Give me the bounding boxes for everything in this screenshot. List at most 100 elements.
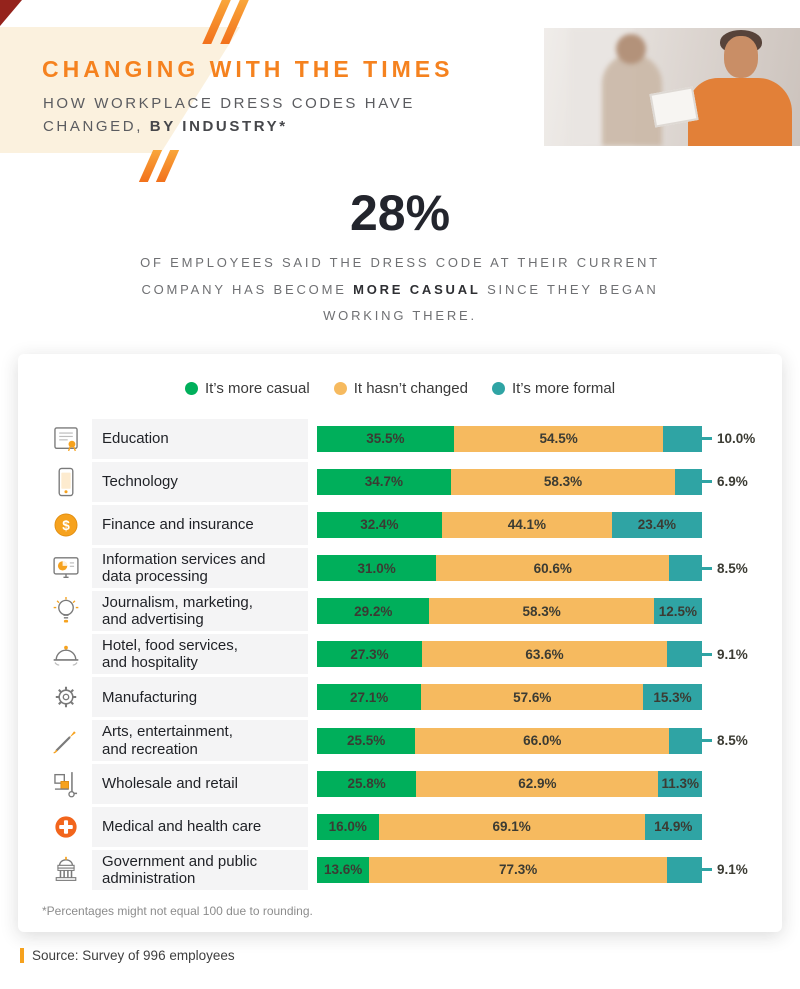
stacked-bar: 31.0% 60.6% [317,555,702,582]
page-subtitle: HOW WORKPLACE DRESS CODES HAVE CHANGED, … [43,92,415,139]
legend-label: It’s more casual [204,379,310,397]
legend-dot [491,381,505,395]
medical-icon [40,807,92,847]
industry-label: Finance and insurance [92,504,308,545]
subtitle-line2: CHANGED, [43,118,143,136]
legend-item: It’s more formal [491,379,616,397]
bar-zone: 34.7% 58.3% 6.9% [308,462,760,502]
legend-item: It’s more casual [184,379,310,397]
stat-value: 28% [349,185,451,241]
bar-segment-unchanged: 58.3% [450,468,676,495]
bar-segment-unchanged: 66.0% [415,727,670,754]
header-photo [544,28,800,146]
stacked-bar: 35.5% 54.5% [317,425,702,452]
photo-person-right-head [724,36,758,78]
bar-segment-unchanged: 77.3% [369,856,667,883]
stacked-bar: 16.0% 69.1% 14.9% [317,813,702,840]
chart-row: Technology 34.7% 58.3% 6.9% [40,461,760,502]
chart-row: Wholesale and retail 25.8% 62.9% 11.3% [40,763,760,804]
bar-segment-casual: 27.1% [317,684,422,711]
formal-tick [702,566,712,570]
bar-segment-formal [669,555,702,582]
bar-zone: 31.0% 60.6% 8.5% [308,548,760,588]
industry-label: Education [92,418,308,459]
legend-dot [333,381,347,395]
chart-row: Education 35.5% 54.5% 10.0% [40,418,760,459]
bar-segment-formal: 12.5% [653,598,702,625]
formal-outside-label: 9.1% [702,862,760,877]
formal-outside-label: 6.9% [702,474,760,489]
photo-person-left-head [616,34,646,64]
chart-row: Medical and health care 16.0% 69.1% 14.9% [40,806,760,847]
chart-row: Journalism, marketing, and advertising 29.… [40,591,760,632]
technology-icon [40,462,92,502]
bar-segment-formal: 11.3% [658,770,702,797]
bar-segment-casual: 25.5% [317,727,416,754]
bar-segment-formal [666,641,702,668]
wholesale-icon [40,764,92,804]
formal-outside-label: 9.1% [702,647,760,662]
bar-segment-formal [675,468,702,495]
bar-segment-formal: 23.4% [611,511,702,538]
stat-line2-prefix: COMPANY HAS BECOME [141,281,354,297]
formal-outside-label: 8.5% [702,561,760,576]
bar-segment-casual: 27.3% [317,641,423,668]
photo-person-right [688,78,792,146]
formal-value: 8.5% [717,733,748,749]
stacked-bar: 25.8% 62.9% 11.3% [317,770,702,797]
chart-row: Hotel, food services, and hospitality 27.3… [40,634,760,675]
source-line: Source: Survey of 996 employees [20,947,800,963]
stat-text: OF EMPLOYEES SAID THE DRESS CODE AT THEI… [0,250,800,330]
chart-row: Manufacturing 27.1% 57.6% 15.3% [40,677,760,718]
stacked-bar: 32.4% 44.1% 23.4% [317,511,702,538]
bar-segment-casual: 13.6% [317,856,370,883]
legend-dot [184,381,198,395]
bar-zone: 25.5% 66.0% 8.5% [308,720,760,760]
bar-segment-formal: 14.9% [644,813,702,840]
legend: It’s more casual It hasn’t changed It’s mo… [40,380,760,397]
bar-segment-unchanged: 57.6% [421,684,644,711]
subtitle-line2-bold: BY INDUSTRY* [149,118,288,136]
bar-segment-unchanged: 44.1% [441,511,612,538]
stat-line1: OF EMPLOYEES SAID THE DRESS CODE AT THEI… [140,255,660,270]
formal-tick [702,652,712,656]
chart-card: It’s more casual It hasn’t changed It’s mo… [18,353,782,932]
bar-segment-unchanged: 58.3% [429,598,654,625]
education-icon [40,419,92,459]
formal-tick [702,739,712,743]
formal-tick [702,437,712,441]
subtitle-line1: HOW WORKPLACE DRESS CODES HAVE [43,95,415,112]
stat-line3: WORKING THERE. [323,308,477,324]
chart-rows: Education 35.5% 54.5% 10.0% Technology 34.7% 5… [40,418,760,890]
bar-zone: 13.6% 77.3% 9.1% [308,850,760,890]
formal-value: 9.1% [717,862,748,878]
legend-label: It’s more formal [511,379,616,397]
bar-zone: 35.5% 54.5% 10.0% [308,419,760,459]
stat-section: 28% OF EMPLOYEES SAID THE DRESS CODE AT … [0,188,800,330]
stat-line2-bold: MORE CASUAL [353,281,481,297]
industry-label: Journalism, marketing, and advertising [92,591,308,632]
bar-segment-unchanged: 60.6% [436,555,670,582]
chart-row: Arts, entertainment, and recreation 25.5% 6… [40,720,760,761]
formal-tick [702,868,712,872]
industry-label: Wholesale and retail [92,763,308,804]
bar-zone: 27.1% 57.6% 15.3% [308,677,760,717]
stacked-bar: 13.6% 77.3% [317,856,702,883]
arts-icon [40,720,92,760]
formal-value: 10.0% [717,431,756,447]
chart-row: $ Finance and insurance 32.4% 44.1% 23.4% [40,504,760,545]
bar-segment-formal [669,727,702,754]
legend-item: It hasn’t changed [333,380,468,397]
stacked-bar: 34.7% 58.3% [317,468,702,495]
stat-line2-suffix: SINCE THEY BEGAN [480,281,659,297]
bar-segment-casual: 31.0% [317,555,437,582]
formal-value: 8.5% [717,560,748,576]
corner-accent [0,0,22,26]
bar-segment-unchanged: 63.6% [422,641,667,668]
industry-label: Medical and health care [92,806,308,847]
formal-tick [702,480,712,484]
bar-zone: 16.0% 69.1% 14.9% [308,807,760,847]
bar-segment-formal [663,425,702,452]
bar-segment-formal: 15.3% [643,684,702,711]
bar-segment-unchanged: 62.9% [416,770,659,797]
